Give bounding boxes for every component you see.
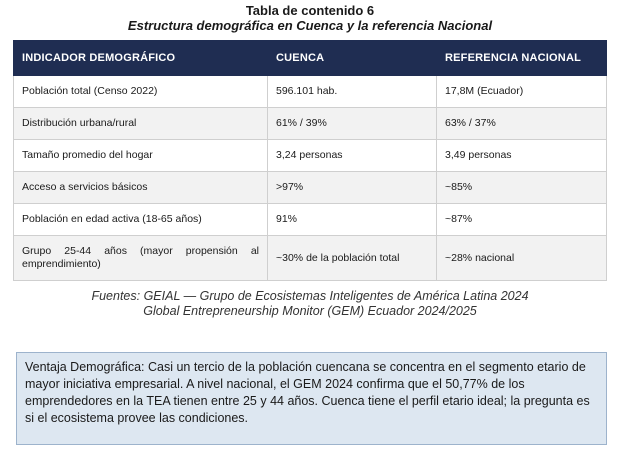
cell-indicator: Población en edad activa (18-65 años): [13, 203, 268, 236]
sources-line-1: Fuentes: GEIAL — Grupo de Ecosistemas In…: [91, 289, 529, 303]
cell-indicator: Grupo 25-44 años (mayor propensión al em…: [13, 235, 268, 281]
demographic-table: INDICADOR DEMOGRÁFICO CUENCA REFERENCIA …: [13, 40, 607, 281]
table-row: Acceso a servicios básicos >97% ~85%: [13, 171, 607, 204]
table-row: Grupo 25-44 años (mayor propensión al em…: [13, 235, 607, 281]
sources-line-2: Global Entrepreneurship Monitor (GEM) Ec…: [143, 304, 477, 318]
cell-indicator: Tamaño promedio del hogar: [13, 139, 268, 172]
cell-national: 63% / 37%: [436, 107, 607, 140]
table-row: Población en edad activa (18-65 años) 91…: [13, 203, 607, 236]
cell-national: ~28% nacional: [436, 235, 607, 281]
cell-cuenca: 3,24 personas: [267, 139, 437, 172]
table-row: Distribución urbana/rural 61% / 39% 63% …: [13, 107, 607, 140]
table-caption-title: Tabla de contenido 6: [245, 3, 375, 18]
header-national: REFERENCIA NACIONAL: [436, 40, 607, 76]
table-caption-subtitle: Estructura demográfica en Cuenca y la re…: [127, 18, 493, 33]
table-row: Tamaño promedio del hogar 3,24 personas …: [13, 139, 607, 172]
cell-cuenca: >97%: [267, 171, 437, 204]
header-cuenca: CUENCA: [267, 40, 437, 76]
cell-indicator: Distribución urbana/rural: [13, 107, 268, 140]
cell-national: ~85%: [436, 171, 607, 204]
cell-national: 17,8M (Ecuador): [436, 75, 607, 108]
cell-cuenca: 61% / 39%: [267, 107, 437, 140]
cell-cuenca: ~30% de la población total: [267, 235, 437, 281]
header-indicator: INDICADOR DEMOGRÁFICO: [13, 40, 268, 76]
cell-indicator: Acceso a servicios básicos: [13, 171, 268, 204]
sources-note: Fuentes: GEIAL — Grupo de Ecosistemas In…: [0, 289, 620, 319]
table-row: Población total (Censo 2022) 596.101 hab…: [13, 75, 607, 108]
cell-national: ~87%: [436, 203, 607, 236]
cell-indicator: Población total (Censo 2022): [13, 75, 268, 108]
cell-cuenca: 91%: [267, 203, 437, 236]
demographic-advantage-callout: Ventaja Demográfica: Casi un tercio de l…: [16, 352, 607, 445]
cell-national: 3,49 personas: [436, 139, 607, 172]
table-header-row: INDICADOR DEMOGRÁFICO CUENCA REFERENCIA …: [13, 40, 607, 76]
cell-cuenca: 596.101 hab.: [267, 75, 437, 108]
